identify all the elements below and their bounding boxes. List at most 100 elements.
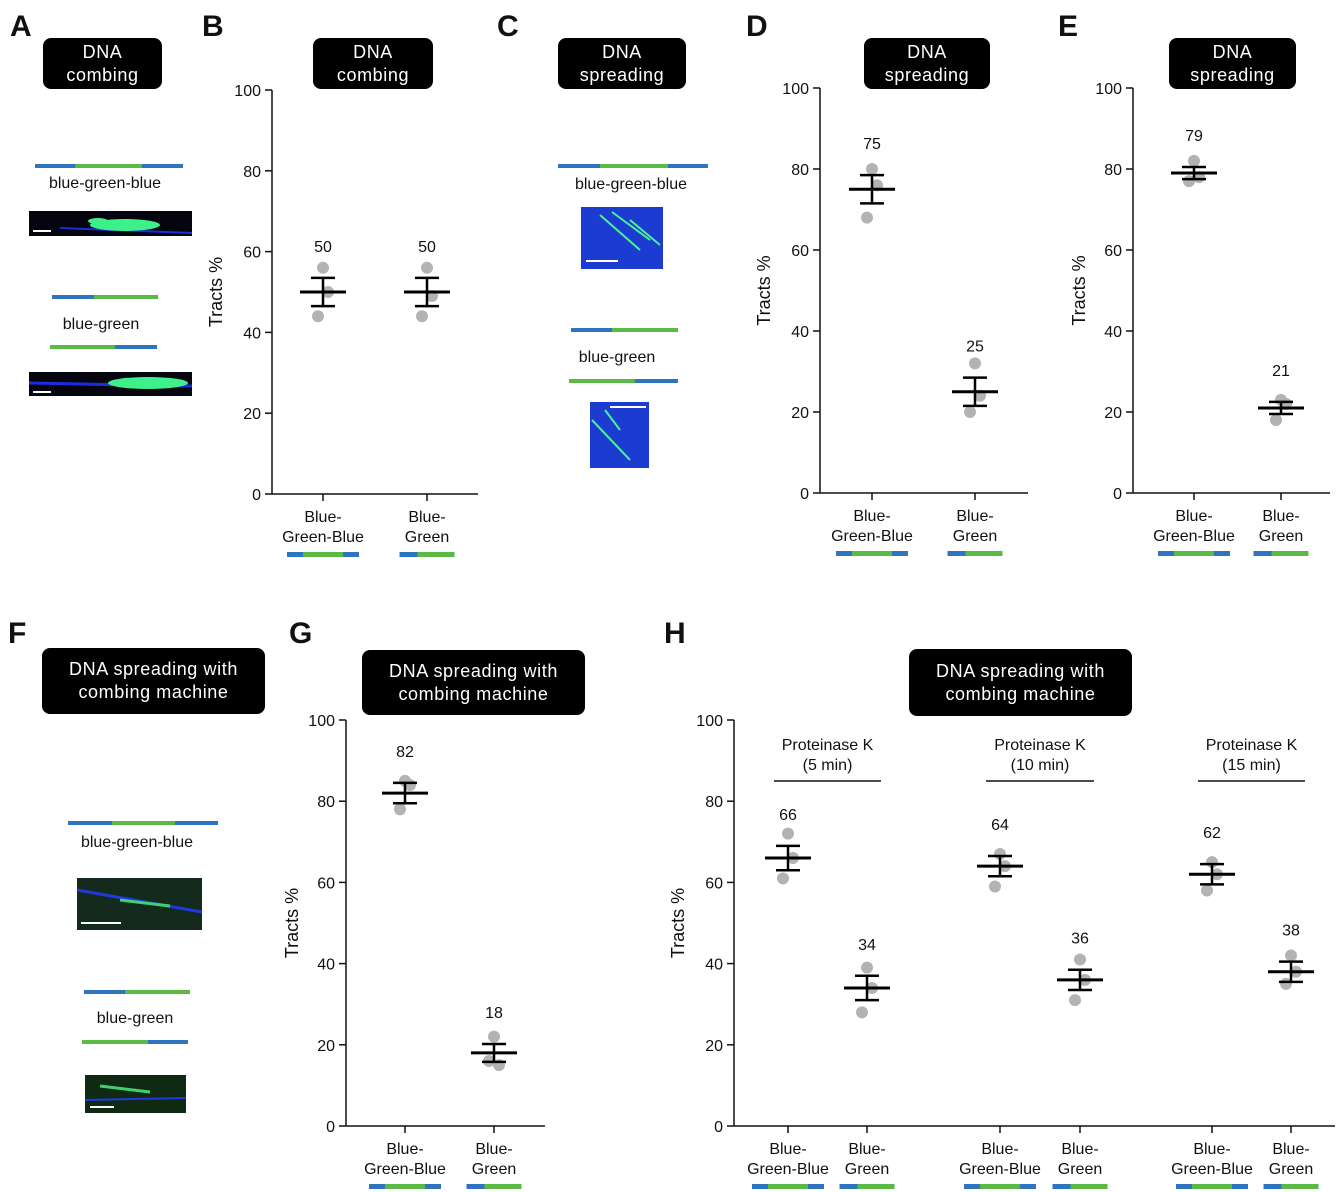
x-tick-label: Blue-Green-Blue: [282, 509, 364, 546]
tract-label: blue-green: [579, 349, 656, 366]
figure-canvas: A C F blue-green-blue blue-green blue-gr…: [0, 0, 1344, 1192]
y-tick-label: 0: [326, 1119, 335, 1136]
tract-bar: [467, 1184, 485, 1189]
chart-title: DNA spreading with combing machine: [362, 650, 585, 715]
annotation: Proteinase K(10 min): [994, 737, 1086, 774]
tract-label: blue-green: [97, 1010, 174, 1027]
data-point: [416, 310, 428, 322]
data-point: [989, 880, 1001, 892]
panel-title: DNA spreading with combing machine: [42, 648, 265, 714]
micrograph: [581, 207, 663, 468]
panel-title: DNA combing: [43, 38, 162, 89]
tract-bar: [1071, 1184, 1108, 1189]
x-tick-label: Blue-Green-Blue: [1171, 1141, 1253, 1178]
data-point: [317, 262, 329, 274]
data-label: 50: [314, 239, 332, 256]
y-tick-label: 80: [791, 162, 809, 179]
y-tick-label: 60: [791, 243, 809, 260]
tract-bar: [1264, 1184, 1282, 1189]
chart-title: DNA spreading: [864, 38, 990, 89]
x-tick-label: Blue-Green-Blue: [747, 1141, 829, 1178]
tract-bar: [485, 1184, 522, 1189]
tract-bar: [752, 1184, 768, 1189]
y-tick-label: 100: [782, 81, 809, 98]
micrograph: [29, 211, 192, 396]
x-tick-label: Blue-Green: [405, 509, 449, 546]
tract-bar: [369, 1184, 385, 1189]
chart-title: DNA spreading with combing machine: [909, 649, 1132, 716]
data-label: 64: [991, 817, 1009, 834]
data-point: [856, 1006, 868, 1018]
x-tick-label: Blue-Green-Blue: [364, 1141, 446, 1178]
data-point: [488, 1031, 500, 1043]
data-label: 21: [1272, 363, 1290, 380]
tract-bar: [287, 552, 303, 557]
data-label: 34: [858, 937, 876, 954]
y-tick-label: 20: [317, 1038, 335, 1055]
annotation: Proteinase K(15 min): [1206, 737, 1298, 774]
tract-bar: [1158, 551, 1174, 556]
tract-bar: [1174, 551, 1214, 556]
y-tick-label: 60: [243, 245, 261, 262]
x-tick-label: Blue-Green-Blue: [831, 508, 913, 545]
x-tick-label: Blue-Green-Blue: [1153, 508, 1235, 545]
y-tick-label: 40: [791, 324, 809, 341]
y-tick-label: 80: [705, 794, 723, 811]
tract-bar: [980, 1184, 1020, 1189]
y-tick-label: 80: [1104, 162, 1122, 179]
y-axis-label: Tracts %: [206, 257, 226, 327]
x-tick-label: Blue-Green: [953, 508, 997, 545]
data-point: [1285, 949, 1297, 961]
y-tick-label: 20: [791, 405, 809, 422]
y-axis-label: Tracts %: [1069, 255, 1089, 325]
data-label: 25: [966, 339, 984, 356]
panel-letter: E: [1058, 10, 1078, 43]
tract-bar: [892, 551, 908, 556]
tract-bar: [1176, 1184, 1192, 1189]
x-tick-label: Blue-Green: [845, 1141, 889, 1178]
data-point: [964, 406, 976, 418]
data-point: [1069, 994, 1081, 1006]
y-tick-label: 40: [705, 957, 723, 974]
data-label: 75: [863, 136, 881, 153]
tract-bar: [964, 1184, 980, 1189]
y-axis-label: Tracts %: [668, 888, 688, 958]
x-tick-label: Blue-Green: [1269, 1141, 1313, 1178]
tract-bar: [425, 1184, 441, 1189]
data-label: 82: [396, 744, 414, 761]
tract-bar: [948, 551, 966, 556]
panel-letter: H: [664, 617, 686, 650]
data-label: 18: [485, 1005, 503, 1022]
tract-bar: [343, 552, 359, 557]
data-point: [866, 163, 878, 175]
data-label: 36: [1071, 931, 1089, 948]
tract-bar: [836, 551, 852, 556]
panel-letter: B: [202, 10, 224, 43]
data-label: 62: [1203, 825, 1221, 842]
tract-label: blue-green: [63, 316, 140, 333]
data-point: [1188, 155, 1200, 167]
x-tick-label: Blue-Green: [1259, 508, 1303, 545]
data-point: [1201, 885, 1213, 897]
annotation: Proteinase K(5 min): [782, 737, 874, 774]
data-label: 38: [1282, 923, 1300, 940]
tract-bar: [808, 1184, 824, 1189]
panel-letter: C: [497, 10, 519, 43]
y-tick-label: 60: [705, 875, 723, 892]
chart-title: DNA spreading: [1169, 38, 1296, 89]
tract-bar: [385, 1184, 425, 1189]
data-point: [312, 310, 324, 322]
y-tick-label: 0: [800, 486, 809, 503]
tract-bar: [418, 552, 455, 557]
figure: A C F blue-green-blue blue-green blue-gr…: [0, 0, 1344, 1192]
tract-bar: [768, 1184, 808, 1189]
y-tick-label: 100: [696, 713, 723, 730]
tract-bar: [966, 551, 1003, 556]
tract-bar: [1020, 1184, 1036, 1189]
data-point: [969, 357, 981, 369]
y-tick-label: 100: [308, 713, 335, 730]
y-tick-label: 60: [1104, 243, 1122, 260]
data-point: [782, 828, 794, 840]
data-point: [1074, 954, 1086, 966]
tract-bar: [1254, 551, 1272, 556]
